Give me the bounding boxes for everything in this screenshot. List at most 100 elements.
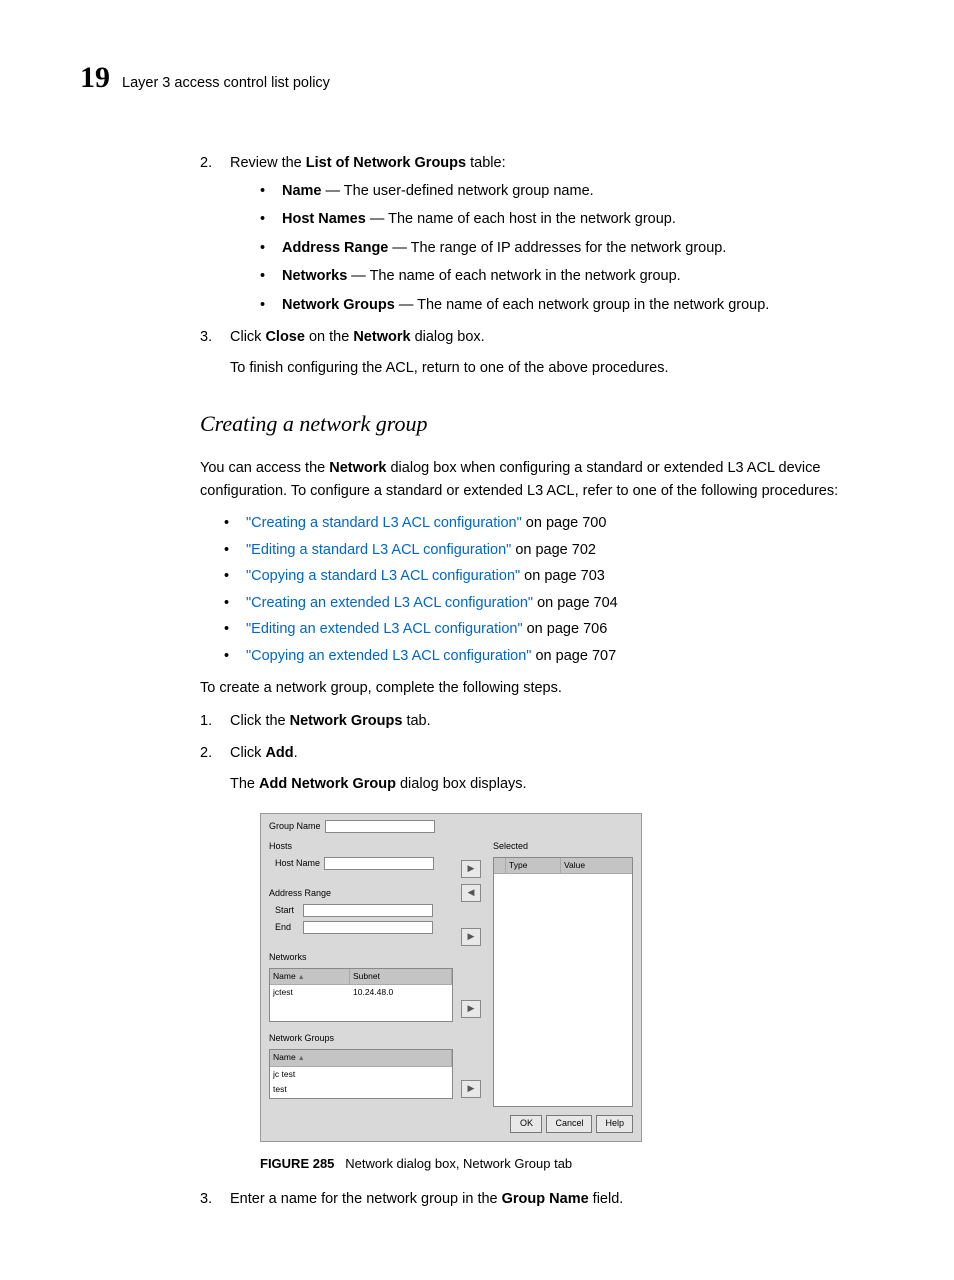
xref-link[interactable]: "Creating an extended L3 ACL configurati… xyxy=(246,595,533,611)
host-name-row: Host Name xyxy=(275,857,453,871)
add-network-button[interactable]: ▶ xyxy=(461,1000,481,1018)
intro-paragraph: You can access the Network dialog box wh… xyxy=(200,457,874,502)
step-number: 2. xyxy=(200,152,212,174)
review-steps: 2. Review the List of Network Groups tab… xyxy=(200,152,874,380)
figure-text: Network dialog box, Network Group tab xyxy=(345,1156,572,1171)
step-2: 2. Review the List of Network Groups tab… xyxy=(200,152,874,317)
step-text: Click Close on the Network dialog box. xyxy=(230,329,485,345)
network-groups-table-header: Name▲ xyxy=(270,1050,452,1067)
step-subtext: The Add Network Group dialog box display… xyxy=(230,773,874,795)
network-groups-table-body: jc test test xyxy=(270,1067,452,1097)
header-title: Layer 3 access control list policy xyxy=(122,72,330,94)
figure-285: Group Name Hosts Host Name xyxy=(260,813,874,1174)
field-name: Name — The user-defined network group na… xyxy=(260,180,874,202)
step-text: Enter a name for the network group in th… xyxy=(230,1191,623,1207)
step-text: Click the Network Groups tab. xyxy=(230,713,431,729)
xref-link[interactable]: "Editing an extended L3 ACL configuratio… xyxy=(246,621,523,637)
network-groups-label: Network Groups xyxy=(269,1032,453,1046)
start-input[interactable] xyxy=(303,904,433,917)
help-button[interactable]: Help xyxy=(596,1115,633,1133)
start-row: Start xyxy=(275,904,453,918)
xref-link[interactable]: "Copying a standard L3 ACL configuration… xyxy=(246,568,520,584)
arrow-right-icon: ▶ xyxy=(468,1002,475,1016)
group-name-row: Group Name xyxy=(269,820,633,834)
add-host-button[interactable]: ▶ xyxy=(461,860,481,878)
networks-label: Networks xyxy=(269,951,453,965)
create-step-3: 3. Enter a name for the network group in… xyxy=(200,1188,874,1210)
cell-subnet: 10.24.48.0 xyxy=(350,985,452,1000)
arrow-right-icon: ▶ xyxy=(468,862,475,876)
table-row[interactable]: jctest 10.24.48.0 xyxy=(270,985,452,1000)
create-step-2: 2. Click Add. The Add Network Group dial… xyxy=(200,742,874,1174)
host-name-input[interactable] xyxy=(324,857,434,870)
sort-ascending-icon: ▲ xyxy=(298,1055,305,1062)
end-label: End xyxy=(275,921,299,935)
xref-item: "Editing an extended L3 ACL configuratio… xyxy=(224,618,874,640)
field-network-groups: Network Groups — The name of each networ… xyxy=(260,294,874,316)
networks-col-name[interactable]: Name▲ xyxy=(270,969,350,985)
add-network-group-dialog: Group Name Hosts Host Name xyxy=(260,813,642,1142)
xref-link[interactable]: "Creating a standard L3 ACL configuratio… xyxy=(246,515,522,531)
sort-ascending-icon: ▲ xyxy=(298,974,305,981)
xref-link[interactable]: "Editing a standard L3 ACL configuration… xyxy=(246,542,511,558)
step-3: 3. Click Close on the Network dialog box… xyxy=(200,326,874,379)
step-number: 3. xyxy=(200,326,212,348)
arrow-right-icon: ▶ xyxy=(468,930,475,944)
field-networks: Networks — The name of each network in t… xyxy=(260,265,874,287)
xref-item: "Creating a standard L3 ACL configuratio… xyxy=(224,512,874,534)
add-group-button[interactable]: ▶ xyxy=(461,1080,481,1098)
create-step-1: 1. Click the Network Groups tab. xyxy=(200,710,874,732)
group-name-label: Group Name xyxy=(269,820,321,834)
table-row[interactable]: test xyxy=(270,1082,452,1097)
start-label: Start xyxy=(275,904,299,918)
hosts-label: Hosts xyxy=(269,840,453,854)
network-groups-col-name[interactable]: Name▲ xyxy=(270,1050,452,1066)
arrow-left-icon: ◀ xyxy=(468,886,475,900)
figure-label: FIGURE 285 xyxy=(260,1156,334,1171)
selected-label: Selected xyxy=(493,840,633,854)
xref-item: "Copying an extended L3 ACL configuratio… xyxy=(224,645,874,667)
ok-button[interactable]: OK xyxy=(510,1115,542,1133)
address-range-label: Address Range xyxy=(269,887,453,901)
networks-table[interactable]: Name▲ Subnet jctest 10.24.48.0 xyxy=(269,968,453,1023)
figure-caption: FIGURE 285 Network dialog box, Network G… xyxy=(260,1154,874,1174)
content-area: 2. Review the List of Network Groups tab… xyxy=(80,152,874,1211)
chapter-number: 19 xyxy=(80,55,110,102)
dialog-right-column: Selected Type Value xyxy=(493,840,633,1107)
step-subtext: To finish configuring the ACL, return to… xyxy=(230,357,874,379)
arrow-right-icon: ▶ xyxy=(468,1082,475,1096)
cell-name: jctest xyxy=(270,985,350,1000)
cancel-button[interactable]: Cancel xyxy=(546,1115,592,1133)
hosts-block: Hosts Host Name xyxy=(269,840,453,877)
host-name-label: Host Name xyxy=(275,857,320,871)
networks-table-header: Name▲ Subnet xyxy=(270,969,452,986)
create-intro: To create a network group, complete the … xyxy=(200,677,874,699)
section-heading: Creating a network group xyxy=(200,407,874,441)
xref-item: "Creating an extended L3 ACL configurati… xyxy=(224,592,874,614)
field-host-names: Host Names — The name of each host in th… xyxy=(260,208,874,230)
networks-col-subnet[interactable]: Subnet xyxy=(350,969,452,985)
xref-item: "Copying a standard L3 ACL configuration… xyxy=(224,565,874,587)
add-range-button[interactable]: ▶ xyxy=(461,928,481,946)
network-groups-block: Network Groups Name▲ jc test test xyxy=(269,1032,453,1098)
step-number: 1. xyxy=(200,710,212,732)
networks-block: Networks Name▲ Subnet jctest xyxy=(269,951,453,1023)
group-name-input[interactable] xyxy=(325,820,435,833)
step-text: Review the List of Network Groups table: xyxy=(230,155,506,171)
xref-list: "Creating a standard L3 ACL configuratio… xyxy=(224,512,874,667)
selected-table[interactable]: Type Value xyxy=(493,857,633,1107)
xref-item: "Editing a standard L3 ACL configuration… xyxy=(224,539,874,561)
table-row[interactable]: jc test xyxy=(270,1067,452,1082)
remove-button[interactable]: ◀ xyxy=(461,884,481,902)
dialog-left-column: Hosts Host Name Address Range Start xyxy=(269,840,453,1099)
selected-col-value[interactable]: Value xyxy=(561,858,632,873)
xref-link[interactable]: "Copying an extended L3 ACL configuratio… xyxy=(246,648,531,664)
selected-col-type[interactable]: Type xyxy=(506,858,561,873)
page-header: 19 Layer 3 access control list policy xyxy=(80,55,874,102)
end-row: End xyxy=(275,921,453,935)
field-list: Name — The user-defined network group na… xyxy=(260,180,874,316)
step-number: 3. xyxy=(200,1188,212,1210)
end-input[interactable] xyxy=(303,921,433,934)
step-text: Click Add. xyxy=(230,745,298,761)
network-groups-table[interactable]: Name▲ jc test test xyxy=(269,1049,453,1098)
